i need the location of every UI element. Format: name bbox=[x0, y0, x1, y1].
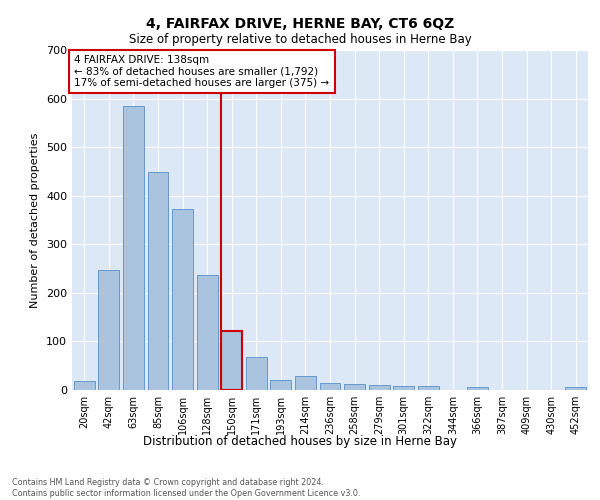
Bar bbox=[246, 357, 267, 390]
Text: Distribution of detached houses by size in Herne Bay: Distribution of detached houses by size … bbox=[143, 435, 457, 448]
Bar bbox=[295, 376, 316, 390]
Bar bbox=[467, 386, 488, 390]
Bar bbox=[368, 385, 389, 390]
Bar bbox=[197, 275, 218, 390]
Bar bbox=[271, 380, 292, 390]
Bar bbox=[344, 384, 365, 390]
Y-axis label: Number of detached properties: Number of detached properties bbox=[31, 132, 40, 308]
Text: Size of property relative to detached houses in Herne Bay: Size of property relative to detached ho… bbox=[128, 32, 472, 46]
Text: 4, FAIRFAX DRIVE, HERNE BAY, CT6 6QZ: 4, FAIRFAX DRIVE, HERNE BAY, CT6 6QZ bbox=[146, 18, 454, 32]
Bar bbox=[221, 331, 242, 390]
Bar bbox=[565, 386, 586, 390]
Bar bbox=[148, 172, 169, 390]
Bar bbox=[320, 383, 340, 390]
Bar bbox=[123, 106, 144, 390]
Text: 4 FAIRFAX DRIVE: 138sqm
← 83% of detached houses are smaller (1,792)
17% of semi: 4 FAIRFAX DRIVE: 138sqm ← 83% of detache… bbox=[74, 55, 329, 88]
Text: Contains HM Land Registry data © Crown copyright and database right 2024.
Contai: Contains HM Land Registry data © Crown c… bbox=[12, 478, 361, 498]
Bar bbox=[98, 270, 119, 390]
Bar bbox=[74, 382, 95, 390]
Bar bbox=[172, 210, 193, 390]
Bar bbox=[393, 386, 414, 390]
Bar bbox=[418, 386, 439, 390]
